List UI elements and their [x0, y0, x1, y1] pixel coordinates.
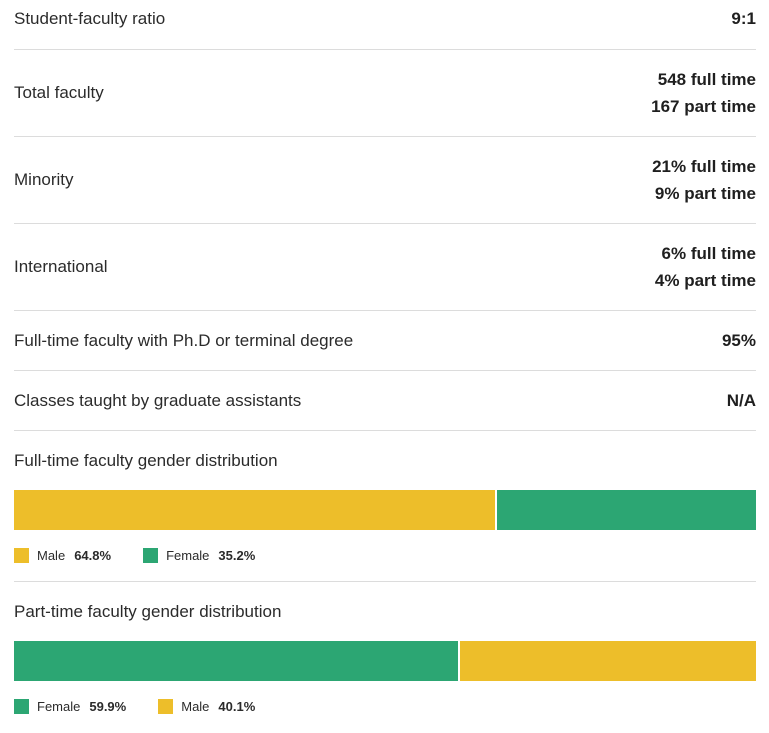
- stat-value-line: 548 full time: [657, 70, 756, 89]
- legend-item-female: Female 59.9%: [14, 699, 126, 714]
- legend-label: Male: [181, 699, 210, 714]
- legend-percent: 59.9%: [89, 699, 127, 714]
- full-time-gender-section: Full-time faculty gender distribution Ma…: [14, 431, 756, 582]
- stat-value-line: 95%: [721, 331, 756, 350]
- section-title: Full-time faculty gender distribution: [14, 451, 278, 470]
- legend-item-male: Male 40.1%: [158, 699, 255, 714]
- stat-value-line: N/A: [726, 391, 756, 410]
- stat-row-graduate-assistants: Classes taught by graduate assistants N/…: [14, 371, 756, 431]
- stat-label: Full-time faculty with Ph.D or terminal …: [14, 330, 354, 350]
- part-time-gender-legend: Female 59.9% Male 40.1%: [14, 699, 756, 714]
- full-time-gender-legend: Male 64.8% Female 35.2%: [14, 548, 756, 563]
- bar-segment-female: [494, 490, 756, 530]
- stat-row-total-faculty: Total faculty 548 full time 167 part tim…: [14, 50, 756, 137]
- legend-item-female: Female 35.2%: [143, 548, 255, 563]
- stat-row-international: International 6% full time 4% part time: [14, 224, 756, 311]
- section-title: Part-time faculty gender distribution: [14, 602, 282, 621]
- stat-value-line: 167 part time: [651, 97, 756, 116]
- legend-swatch: [158, 699, 174, 714]
- stat-label: International: [14, 257, 108, 276]
- bar-segment-male: [458, 641, 756, 681]
- stat-value: 9:1: [731, 5, 756, 32]
- legend-percent: 35.2%: [218, 548, 256, 563]
- stat-label: Total faculty: [14, 83, 104, 102]
- stat-value-line: 9:1: [731, 9, 756, 28]
- legend-percent: 64.8%: [74, 548, 112, 563]
- stat-row-minority: Minority 21% full time 9% part time: [14, 137, 756, 224]
- stat-value: 21% full time 9% part time: [652, 153, 756, 207]
- full-time-gender-bar: [14, 490, 756, 530]
- legend-swatch: [14, 548, 29, 563]
- legend-label: Female: [37, 699, 81, 714]
- stat-label: Classes taught by graduate assistants: [14, 390, 302, 410]
- legend-label: Male: [37, 548, 66, 563]
- stat-label: Student-faculty ratio: [14, 8, 166, 28]
- stat-value: N/A: [727, 387, 756, 414]
- stat-value: 95%: [722, 327, 756, 354]
- legend-label: Female: [166, 548, 210, 563]
- stat-row-student-faculty-ratio: Student-faculty ratio 9:1: [14, 0, 756, 50]
- stat-row-terminal-degree: Full-time faculty with Ph.D or terminal …: [14, 311, 756, 371]
- legend-swatch: [14, 699, 29, 714]
- part-time-gender-section: Part-time faculty gender distribution Fe…: [14, 582, 756, 714]
- bar-segment-male: [14, 490, 495, 530]
- legend-item-male: Male 64.8%: [14, 548, 111, 563]
- stat-value: 6% full time 4% part time: [655, 240, 756, 294]
- bar-segment-female: [14, 641, 459, 681]
- stat-value-line: 21% full time: [652, 157, 756, 176]
- stat-value: 548 full time 167 part time: [651, 66, 756, 120]
- legend-percent: 40.1%: [218, 699, 256, 714]
- legend-swatch: [143, 548, 159, 563]
- stat-label: Minority: [14, 170, 74, 189]
- stat-value-line: 6% full time: [661, 244, 756, 263]
- part-time-gender-bar: [14, 641, 756, 681]
- stat-value-line: 4% part time: [654, 271, 756, 290]
- faculty-stats-panel: Student-faculty ratio 9:1 Total faculty …: [14, 0, 756, 714]
- stat-value-line: 9% part time: [654, 184, 756, 203]
